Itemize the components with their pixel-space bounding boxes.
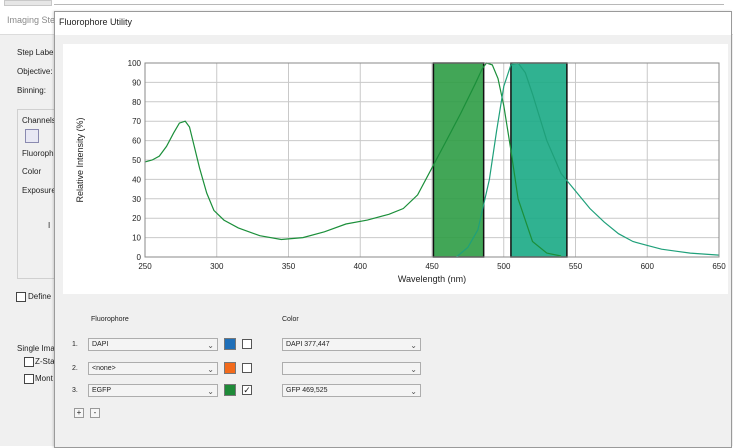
spectrum-chart: 250 300 350 400 450 500 550 600 650 0 10 20 30 40 50 60…: [75, 59, 727, 284]
chevron-down-icon: ⌄: [410, 341, 417, 350]
define-label: Define I: [28, 292, 56, 301]
filter-band-1: [432, 62, 485, 258]
dialog-body: 250 300 350 400 450 500 550 600 650 0 10 20 30 40 50 60…: [55, 35, 731, 447]
y-tick-label: 0: [137, 253, 142, 262]
color-select-3-value: GFP 469,525: [286, 387, 328, 394]
chevron-down-icon: ⌄: [207, 365, 214, 374]
y-tick-label: 90: [132, 78, 141, 87]
fluorophore-select-2[interactable]: <none> ⌄: [88, 362, 218, 375]
montage-checkbox[interactable]: [24, 374, 34, 384]
background-window-title: Imaging Ste: [7, 15, 56, 25]
binning-label: Binning:: [17, 86, 46, 95]
row-1-number: 1.: [72, 341, 78, 348]
x-axis-label: Wavelength (nm): [398, 274, 466, 284]
fluorophore-utility-dialog: Fluorophore Utility 250 300 350 400 450 500 55…: [54, 11, 732, 448]
chevron-down-icon: ⌄: [207, 387, 214, 396]
dialog-title: Fluorophore Utility: [59, 17, 133, 27]
grid-layer: [144, 62, 720, 258]
define-checkbox[interactable]: [16, 292, 26, 302]
color-select-3[interactable]: GFP 469,525 ⌄: [282, 384, 421, 397]
add-fluorophore-button[interactable]: +: [74, 408, 84, 418]
y-tick-label: 10: [132, 234, 141, 243]
y-tick-label: 20: [132, 214, 141, 223]
truncated-label: I: [48, 221, 51, 230]
color-select-1-value: DAPI 377,447: [286, 341, 330, 348]
background-tab[interactable]: [4, 0, 52, 6]
spectrum-line-1: [144, 62, 562, 257]
channels-label: Channels: [22, 116, 56, 125]
row-3-number: 3.: [72, 387, 78, 394]
y-tick-label: 100: [128, 59, 142, 68]
x-tick-label: 550: [569, 262, 583, 271]
background-divider: [54, 4, 724, 5]
color-header: Color: [282, 316, 299, 323]
y-tick-label: 30: [132, 195, 141, 204]
y-tick-label: 60: [132, 137, 141, 146]
plot-frame: [144, 62, 720, 258]
step-label-label: Step Label: [17, 48, 56, 57]
fluorophore-select-1-value: DAPI: [92, 341, 109, 348]
fluorophore-header: Fluorophore: [91, 316, 129, 323]
objective-label: Objective:: [17, 67, 53, 76]
exposure-label: Exposure: [22, 186, 56, 195]
x-tick-label: 250: [138, 262, 152, 271]
band-layer: [432, 62, 568, 258]
z-stack-label: Z-Sta: [35, 357, 55, 366]
single-image-label: Single Ima: [17, 344, 55, 353]
channel-spectrum-icon[interactable]: [25, 129, 39, 143]
fluorophore-select-3[interactable]: EGFP ⌄: [88, 384, 218, 397]
spectrum-chart-area: 250 300 350 400 450 500 550 600 650 0 10 20 30 40 50 60…: [63, 44, 728, 294]
tick-layer: 250 300 350 400 450 500 550 600 650 0 10 20 30 40 50 60…: [128, 59, 727, 271]
color-select-1[interactable]: DAPI 377,447 ⌄: [282, 338, 421, 351]
y-tick-label: 70: [132, 117, 141, 126]
color-swatch-1[interactable]: [224, 338, 236, 350]
fluorophore-label: Fluoroph: [22, 149, 54, 158]
chevron-down-icon: ⌄: [410, 387, 417, 396]
color-select-2[interactable]: ⌄: [282, 362, 421, 375]
spectrum-line-2: [456, 62, 720, 258]
checkbox-2[interactable]: [242, 363, 252, 373]
y-tick-label: 80: [132, 98, 141, 107]
fluorophore-select-3-value: EGFP: [92, 387, 112, 394]
z-stack-checkbox[interactable]: [24, 357, 34, 367]
fluorophore-select-1[interactable]: DAPI ⌄: [88, 338, 218, 351]
x-tick-label: 400: [354, 262, 368, 271]
chevron-down-icon: ⌄: [410, 365, 417, 374]
x-tick-label: 450: [425, 262, 439, 271]
y-axis-label: Relative Intensity (%): [75, 117, 85, 202]
chevron-down-icon: ⌄: [207, 341, 214, 350]
x-tick-label: 500: [497, 262, 511, 271]
channels-group: [17, 109, 54, 279]
color-label: Color: [22, 167, 42, 176]
series-layer: [144, 62, 720, 258]
fluorophore-select-2-value: <none>: [92, 365, 116, 372]
filter-band-2: [510, 62, 568, 258]
x-tick-label: 650: [712, 262, 726, 271]
color-swatch-3[interactable]: [224, 384, 236, 396]
checkbox-3[interactable]: ✓: [242, 385, 252, 395]
x-tick-label: 600: [641, 262, 655, 271]
montage-label: Mont: [35, 374, 53, 383]
x-tick-label: 300: [210, 262, 224, 271]
row-2-number: 2.: [72, 365, 78, 372]
color-swatch-2[interactable]: [224, 362, 236, 374]
remove-fluorophore-button[interactable]: -: [90, 408, 100, 418]
y-tick-label: 40: [132, 175, 141, 184]
checkbox-1[interactable]: [242, 339, 252, 349]
x-tick-label: 350: [282, 262, 296, 271]
y-tick-label: 50: [132, 156, 141, 165]
